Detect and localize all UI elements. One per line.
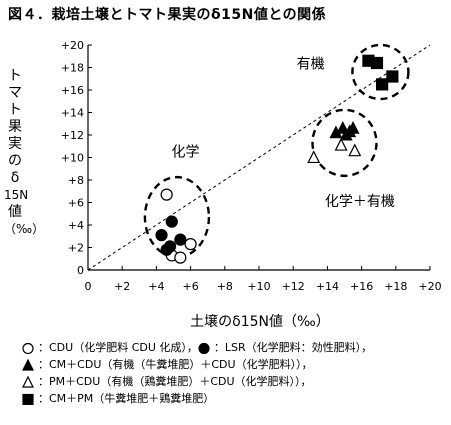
group-ellipse-organic xyxy=(351,43,410,101)
data-point-open-circle xyxy=(160,188,173,201)
scatter-plot: 0 +2 +4 +6 +8 +10 +12 +14 +16 +18 +20 0 +2 +4 +6 +8 +10 +… xyxy=(61,39,442,330)
x-tick-label: +12 xyxy=(282,280,305,293)
legend-row: ：CDU（化学肥料 CDU 化成）， ：LSR（化学肥料：効性肥料）， xyxy=(22,339,372,356)
data-point-filled-square xyxy=(370,56,384,70)
data-point-filled-circle xyxy=(174,233,187,246)
y-tick-label: +12 xyxy=(61,129,84,142)
y-axis-label-char: 値 xyxy=(8,204,22,220)
reference-line xyxy=(87,44,431,271)
y-tick-label: +8 xyxy=(68,174,84,187)
data-point-filled-square xyxy=(376,78,389,91)
legend-entry-label: ：CM＋CDU（有機（牛糞堆肥）＋CDU（化学肥料））， xyxy=(38,358,313,371)
x-tick-label: +2 xyxy=(114,280,130,293)
data-point-open-triangle xyxy=(348,143,362,157)
group-label: 化学＋有機 xyxy=(325,194,395,210)
x-tick-label: 0 xyxy=(85,280,92,293)
y-tick-label: 0 xyxy=(77,264,84,277)
y-axis-label-char: の xyxy=(8,153,22,169)
y-tick-label: +14 xyxy=(61,107,84,120)
y-axis-label-char: 実 xyxy=(8,136,22,152)
data-point-filled-circle xyxy=(165,215,178,228)
data-point-filled-circle xyxy=(155,229,168,242)
x-tick-label: +18 xyxy=(384,280,407,293)
y-tick-label: +2 xyxy=(68,242,84,255)
legend-entry-label: ：CDU（化学肥料 CDU 化成）， xyxy=(38,341,198,354)
y-axis-label-char: 果 xyxy=(8,119,22,135)
x-tick-label: +20 xyxy=(418,280,441,293)
y-tick-label: +18 xyxy=(61,62,84,75)
chart-title: 図４．栽培土壌とトマト果実のδ15N値との関係 xyxy=(8,7,327,23)
x-tick-label: +8 xyxy=(217,280,233,293)
legend-row: ：CM＋PM（牛糞堆肥＋鶏糞堆肥） xyxy=(22,390,372,407)
legend-row: ：CM＋CDU（有機（牛糞堆肥）＋CDU（化学肥料））， xyxy=(22,356,372,373)
legend-marker-filled-circle xyxy=(198,342,210,355)
legend-marker-open-triangle xyxy=(22,375,34,388)
y-axis-label-char: 15N xyxy=(4,188,29,202)
y-tick-label: +16 xyxy=(61,84,84,97)
legend-marker-filled-square xyxy=(22,393,34,406)
data-point-open-circle xyxy=(184,238,197,251)
group-ellipse-chemical xyxy=(143,175,211,259)
y-axis-label: トマト果実の δ 15N 値（‰） xyxy=(4,68,44,238)
legend-entry-label: ：PM＋CDU（有機（鶏糞堆肥）＋CDU（化学肥料））， xyxy=(38,375,312,388)
legend-entry-label: ：LSR（化学肥料：効性肥料）， xyxy=(213,341,373,354)
x-tick-label: +10 xyxy=(247,280,270,293)
legend: ：CDU（化学肥料 CDU 化成）， ：LSR（化学肥料：効性肥料）， ：CM＋CD… xyxy=(22,339,372,407)
x-tick-label: +4 xyxy=(148,280,164,293)
y-axis-label-char: ト xyxy=(8,68,22,84)
group-label: 有機 xyxy=(297,57,325,73)
y-axis-label-char: δ xyxy=(10,170,20,186)
legend-row: ：PM＋CDU（有機（鶏糞堆肥）＋CDU（化学肥料））， xyxy=(22,373,372,390)
y-axis-label-char: ト xyxy=(8,102,22,118)
x-axis-label: 土壌のδ15N値（‰） xyxy=(190,314,330,330)
data-point-filled-circle xyxy=(160,243,173,256)
x-tick-label: +14 xyxy=(316,280,339,293)
x-tick-label: +6 xyxy=(182,280,198,293)
data-point-filled-triangle xyxy=(346,120,360,134)
legend-marker-open-circle xyxy=(22,342,34,355)
y-tick-label: +4 xyxy=(68,219,84,232)
y-tick-label: +6 xyxy=(68,197,84,210)
data-point-open-triangle xyxy=(307,150,321,164)
legend-entry-label: ：CM＋PM（牛糞堆肥＋鶏糞堆肥） xyxy=(38,392,215,405)
group-label: 化学 xyxy=(171,144,199,160)
data-point-open-triangle xyxy=(334,137,348,151)
x-tick-label: +16 xyxy=(350,280,373,293)
y-tick-label: +20 xyxy=(61,39,84,52)
legend-marker-filled-triangle xyxy=(22,358,34,371)
data-point-filled-triangle xyxy=(339,127,353,141)
data-point-open-circle xyxy=(174,251,187,264)
group-ellipse-chemical-organic xyxy=(311,108,378,178)
y-tick-label: +10 xyxy=(61,152,84,165)
data-point-filled-square xyxy=(386,70,399,83)
y-axis-label-char: マ xyxy=(8,85,22,101)
